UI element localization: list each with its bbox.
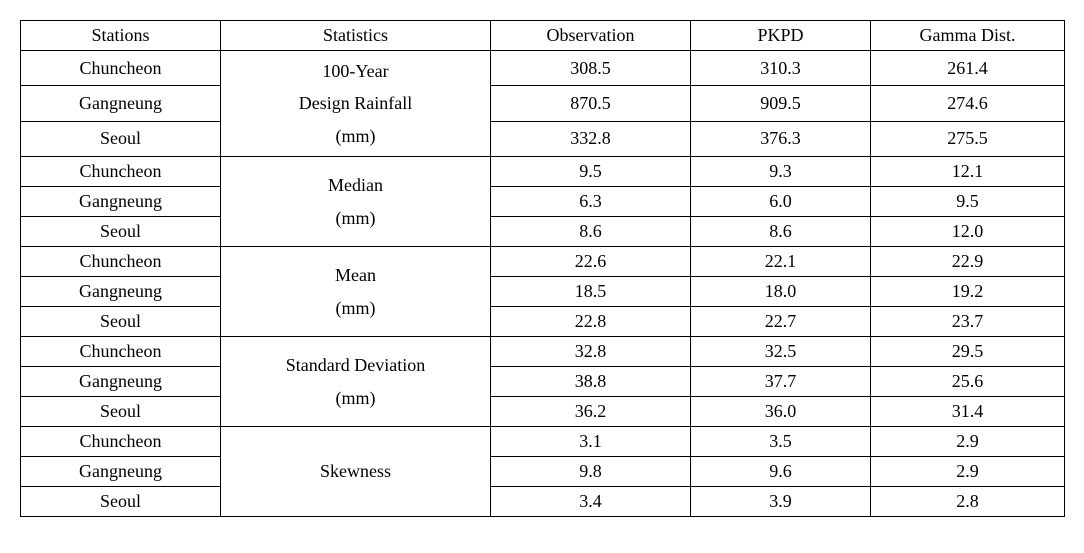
pkpd-cell: 18.0 [691,277,871,307]
pkpd-cell: 9.6 [691,457,871,487]
gamma-cell: 19.2 [871,277,1065,307]
statistic-line: Median [229,169,482,201]
observation-cell: 22.6 [491,247,691,277]
observation-cell: 9.5 [491,157,691,187]
table-row: Gangneung 18.518.019.2 [21,277,1065,307]
station-cell: Chuncheon [21,157,221,187]
station-cell: Seoul [21,487,221,517]
statistic-line: Design Rainfall [229,87,482,119]
gamma-cell: 2.9 [871,427,1065,457]
table-row: Seoul 332.8376.3275.5 [21,121,1065,156]
table-header-cell: PKPD [691,21,871,51]
station-cell: Seoul [21,307,221,337]
gamma-cell: 9.5 [871,187,1065,217]
pkpd-cell: 6.0 [691,187,871,217]
gamma-cell: 29.5 [871,337,1065,367]
table-row: Seoul 22.822.723.7 [21,307,1065,337]
pkpd-cell: 8.6 [691,217,871,247]
gamma-cell: 275.5 [871,121,1065,156]
gamma-cell: 12.1 [871,157,1065,187]
statistic-line: (mm) [229,382,482,414]
station-cell: Chuncheon [21,337,221,367]
table-row: ChuncheonSkewness3.13.52.9 [21,427,1065,457]
table-row: Seoul 36.236.031.4 [21,397,1065,427]
gamma-cell: 274.6 [871,86,1065,121]
pkpd-cell: 9.3 [691,157,871,187]
statistic-line: Skewness [229,455,482,487]
observation-cell: 870.5 [491,86,691,121]
table-header-cell: Observation [491,21,691,51]
station-cell: Gangneung [21,187,221,217]
station-cell: Seoul [21,217,221,247]
statistic-cell: Mean(mm) [221,247,491,337]
table-row: ChuncheonMedian(mm)9.59.312.1 [21,157,1065,187]
observation-cell: 3.1 [491,427,691,457]
table-row: Seoul 3.43.92.8 [21,487,1065,517]
pkpd-cell: 32.5 [691,337,871,367]
table-row: ChuncheonStandard Deviation(mm)32.832.52… [21,337,1065,367]
observation-cell: 3.4 [491,487,691,517]
statistic-line: Standard Deviation [229,349,482,381]
table-row: Gangneung 870.5909.5274.6 [21,86,1065,121]
gamma-cell: 12.0 [871,217,1065,247]
observation-cell: 38.8 [491,367,691,397]
station-cell: Chuncheon [21,427,221,457]
pkpd-cell: 3.5 [691,427,871,457]
table-row: Gangneung 9.89.62.9 [21,457,1065,487]
station-cell: Gangneung [21,86,221,121]
table-row: Seoul8.68.612.0 [21,217,1065,247]
table-header-cell: Statistics [221,21,491,51]
gamma-cell: 261.4 [871,51,1065,86]
observation-cell: 18.5 [491,277,691,307]
observation-cell: 6.3 [491,187,691,217]
pkpd-cell: 37.7 [691,367,871,397]
observation-cell: 332.8 [491,121,691,156]
observation-cell: 308.5 [491,51,691,86]
table-row: Chuncheon100-YearDesign Rainfall(mm)308.… [21,51,1065,86]
observation-cell: 22.8 [491,307,691,337]
statistics-table: StationsStatisticsObservationPKPDGamma D… [20,20,1065,517]
statistic-line: 100-Year [229,55,482,87]
statistic-cell: Standard Deviation(mm) [221,337,491,427]
station-cell: Gangneung [21,277,221,307]
table-header-row: StationsStatisticsObservationPKPDGamma D… [21,21,1065,51]
station-cell: Seoul [21,121,221,156]
table-row: Gangneung 38.837.725.6 [21,367,1065,397]
station-cell: Gangneung [21,457,221,487]
statistic-line: (mm) [229,202,482,234]
table-header-cell: Stations [21,21,221,51]
table-row: Gangneung 6.36.09.5 [21,187,1065,217]
pkpd-cell: 36.0 [691,397,871,427]
pkpd-cell: 3.9 [691,487,871,517]
observation-cell: 36.2 [491,397,691,427]
statistic-line: (mm) [229,120,482,152]
observation-cell: 9.8 [491,457,691,487]
pkpd-cell: 909.5 [691,86,871,121]
statistic-line: (mm) [229,292,482,324]
gamma-cell: 2.9 [871,457,1065,487]
gamma-cell: 23.7 [871,307,1065,337]
observation-cell: 32.8 [491,337,691,367]
pkpd-cell: 310.3 [691,51,871,86]
pkpd-cell: 22.1 [691,247,871,277]
station-cell: Seoul [21,397,221,427]
gamma-cell: 2.8 [871,487,1065,517]
pkpd-cell: 376.3 [691,121,871,156]
gamma-cell: 31.4 [871,397,1065,427]
gamma-cell: 22.9 [871,247,1065,277]
table-body: StationsStatisticsObservationPKPDGamma D… [21,21,1065,517]
pkpd-cell: 22.7 [691,307,871,337]
station-cell: Chuncheon [21,247,221,277]
station-cell: Gangneung [21,367,221,397]
observation-cell: 8.6 [491,217,691,247]
statistic-cell: 100-YearDesign Rainfall(mm) [221,51,491,157]
statistic-line: Mean [229,259,482,291]
gamma-cell: 25.6 [871,367,1065,397]
statistic-cell: Skewness [221,427,491,517]
station-cell: Chuncheon [21,51,221,86]
table-row: ChuncheonMean(mm)22.622.122.9 [21,247,1065,277]
statistic-cell: Median(mm) [221,157,491,247]
table-header-cell: Gamma Dist. [871,21,1065,51]
